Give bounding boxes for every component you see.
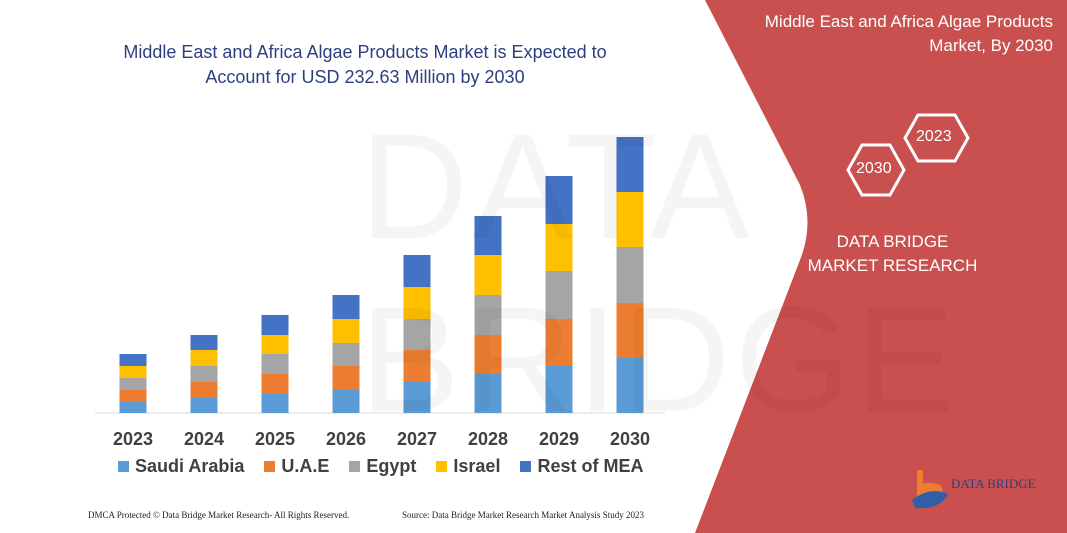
footer-copyright: DMCA Protected © Data Bridge Market Rese… <box>88 510 350 520</box>
bar-segment-2027-u-a-e <box>403 350 431 382</box>
x-tick-label: 2029 <box>538 429 580 449</box>
red-side-panel <box>695 0 1067 533</box>
bar-segment-2026-u-a-e <box>332 366 360 390</box>
x-tick-label: 2023 <box>112 429 154 449</box>
bar-segment-2030-rest-of-mea <box>616 137 644 192</box>
bar-segment-2025-israel <box>261 335 289 354</box>
bar-segment-2028-egypt <box>474 295 502 335</box>
legend-swatch <box>520 461 532 472</box>
bar-segment-2023-saudi-arabia <box>119 402 147 413</box>
bar-segment-2028-israel <box>474 255 502 295</box>
bar-segment-2027-israel <box>403 287 431 319</box>
bar-segment-2023-u-a-e <box>119 390 147 402</box>
bar-segment-2024-rest-of-mea <box>190 335 218 350</box>
hex-label-2030: 2030 <box>856 160 892 177</box>
bar-segment-2028-rest-of-mea <box>474 216 502 255</box>
bar-segment-2029-israel <box>545 224 573 271</box>
bar-segment-2027-egypt <box>403 319 431 350</box>
legend: Saudi Arabia U.A.E Egypt Israel Rest of … <box>118 456 643 477</box>
bar-segment-2024-israel <box>190 350 218 366</box>
bar-segment-2030-egypt <box>616 247 644 303</box>
x-tick-label: 2024 <box>183 429 225 449</box>
bar-segment-2028-u-a-e <box>474 335 502 374</box>
legend-label: U.A.E <box>281 456 330 476</box>
bar-segment-2025-rest-of-mea <box>261 315 289 335</box>
bar-segment-2027-rest-of-mea <box>403 255 431 287</box>
chart-title: Middle East and Africa Algae Products Ma… <box>123 42 607 87</box>
x-tick-label: 2025 <box>254 429 296 449</box>
bar-segment-2029-u-a-e <box>545 319 573 366</box>
bar-segment-2030-israel <box>616 192 644 247</box>
bar-segment-2030-u-a-e <box>616 303 644 358</box>
bar-segment-2026-saudi-arabia <box>332 390 360 413</box>
bar-segment-2024-saudi-arabia <box>190 398 218 413</box>
x-tick-label: 2026 <box>325 429 367 449</box>
hexagon-2023 <box>903 113 970 163</box>
legend-item: U.A.E <box>264 456 329 477</box>
legend-item: Rest of MEA <box>520 456 643 477</box>
footer-source: Source: Data Bridge Market Research Mark… <box>402 510 644 520</box>
bar-segment-2024-u-a-e <box>190 382 218 398</box>
bar-segment-2029-rest-of-mea <box>545 176 573 224</box>
bar-segment-2027-saudi-arabia <box>403 382 431 413</box>
x-tick-label: 2028 <box>467 429 509 449</box>
legend-label: Egypt <box>366 456 417 476</box>
legend-label: Israel <box>453 456 501 476</box>
legend-item: Israel <box>436 456 500 477</box>
bar-segment-2026-israel <box>332 319 360 343</box>
legend-item: Egypt <box>349 456 416 477</box>
bar-group <box>119 137 644 413</box>
legend-label: Saudi Arabia <box>135 456 245 476</box>
x-tick-label: 2030 <box>609 429 651 449</box>
legend-swatch <box>349 461 361 472</box>
bar-segment-2029-saudi-arabia <box>545 366 573 413</box>
legend-swatch <box>436 461 448 472</box>
brand-text: DATA BRIDGE MARKET RESEARCH <box>807 232 978 275</box>
bar-segment-2025-saudi-arabia <box>261 394 289 413</box>
bar-segment-2028-saudi-arabia <box>474 374 502 413</box>
bar-segment-2026-egypt <box>332 343 360 366</box>
hexagon-2030 <box>846 143 906 197</box>
legend-item: Saudi Arabia <box>118 456 244 477</box>
hex-label-2023: 2023 <box>916 128 952 145</box>
logo-icon <box>912 470 948 509</box>
bar-segment-2023-egypt <box>119 378 147 390</box>
bar-segment-2025-egypt <box>261 354 289 374</box>
legend-swatch <box>118 461 129 472</box>
bar-segment-2023-israel <box>119 366 147 378</box>
legend-swatch <box>264 461 276 472</box>
side-panel-title: Middle East and Africa Algae Products Ma… <box>764 12 1053 55</box>
logo-text: DATA BRIDGE <box>951 476 1036 491</box>
bar-segment-2030-saudi-arabia <box>616 358 644 413</box>
bar-segment-2026-rest-of-mea <box>332 295 360 319</box>
bar-segment-2029-egypt <box>545 271 573 319</box>
bar-segment-2024-egypt <box>190 366 218 382</box>
bar-segment-2025-u-a-e <box>261 374 289 394</box>
legend-label: Rest of MEA <box>537 456 644 476</box>
bar-segment-2023-rest-of-mea <box>119 354 147 366</box>
x-tick-label: 2027 <box>396 429 438 449</box>
